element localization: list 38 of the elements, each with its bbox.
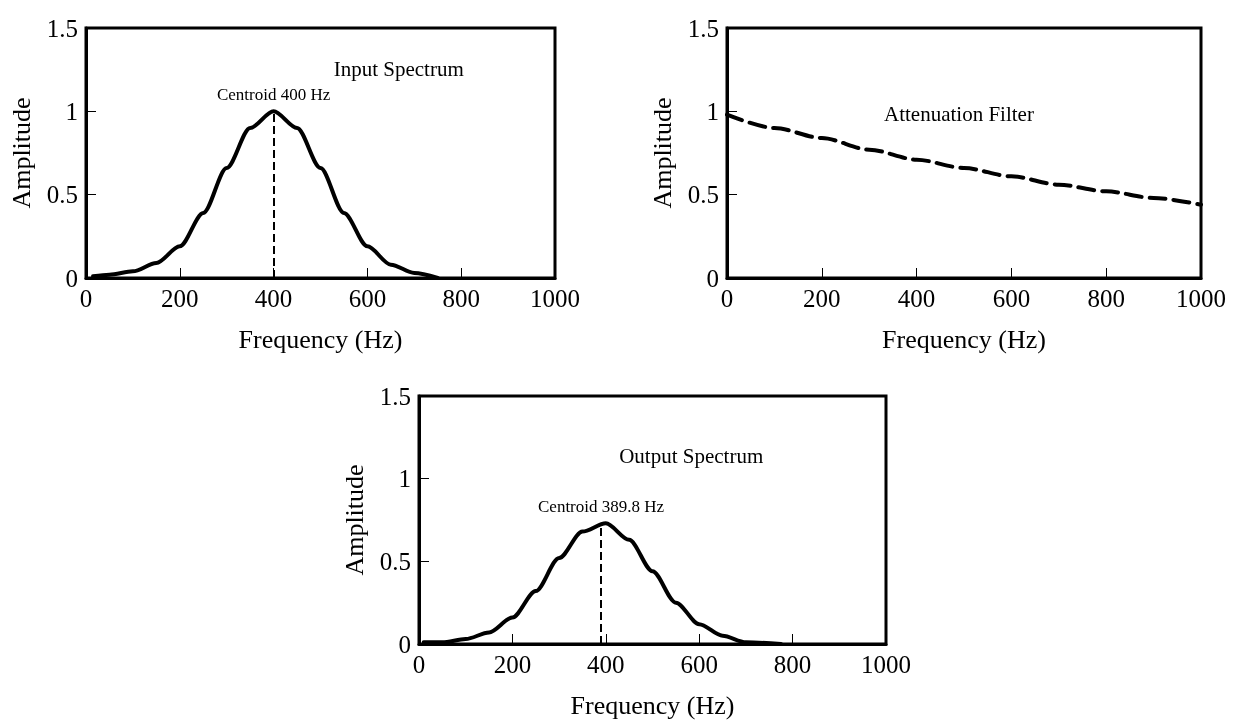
y-tick-label: 1 [65, 97, 78, 125]
y-axis-title: Amplitude [339, 464, 369, 576]
y-axis-title: Amplitude [6, 97, 36, 209]
x-tick-label: 200 [161, 285, 199, 312]
y-tick-label: 1.5 [46, 14, 78, 42]
annotation: Attenuation Filter [884, 101, 1034, 126]
y-tick-label: 1.5 [379, 382, 411, 410]
ref-line-label: Centroid 400 Hz [216, 85, 331, 105]
y-tick-label: 0.5 [46, 181, 78, 209]
annotation: Output Spectrum [619, 444, 764, 469]
y-tick-label: 0 [65, 264, 78, 292]
x-tick-label: 200 [803, 285, 841, 312]
x-tick-label: 800 [442, 285, 480, 312]
annotation: Input Spectrum [333, 56, 464, 81]
x-axis-title: Frequency (Hz) [570, 690, 735, 720]
x-tick-label: 400 [897, 285, 936, 312]
y-tick-label: 1.5 [687, 14, 719, 42]
x-tick-label: 600 [992, 285, 1031, 312]
x-tick-label: 400 [254, 285, 293, 312]
x-axis-title: Frequency (Hz) [238, 324, 403, 354]
x-axis-title: Frequency (Hz) [882, 324, 1046, 354]
x-tick-label: 800 [1087, 285, 1125, 312]
y-tick-label: 0 [706, 264, 719, 292]
y-axis-title: Amplitude [647, 97, 677, 209]
ref-line-label: Centroid 389.8 Hz [538, 497, 665, 517]
x-tick-label: 1000 [861, 651, 911, 678]
y-tick-label: 0.5 [687, 181, 719, 209]
x-tick-label: 200 [493, 651, 532, 678]
x-tick-label: 600 [348, 285, 387, 312]
x-tick-label: 1000 [1176, 285, 1226, 312]
x-tick-label: 800 [773, 651, 812, 678]
y-tick-label: 0.5 [379, 547, 411, 575]
x-tick-label: 600 [680, 651, 718, 678]
x-tick-label: 1000 [530, 285, 580, 312]
y-tick-label: 0 [398, 630, 411, 658]
x-tick-label: 400 [587, 651, 625, 678]
y-tick-label: 1 [706, 97, 719, 125]
y-tick-label: 1 [398, 465, 411, 493]
